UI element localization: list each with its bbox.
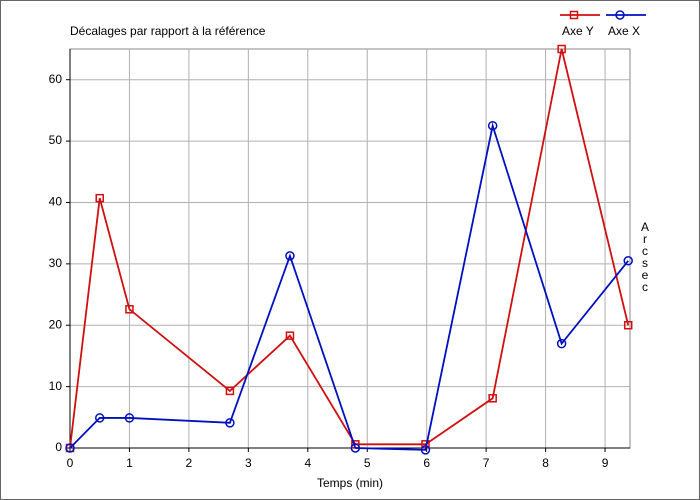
data-point (285, 251, 295, 261)
x-tick-label: 5 (364, 456, 371, 470)
legend-marker (569, 10, 579, 20)
plot-area (69, 48, 631, 449)
y-tick-label: 50 (49, 133, 63, 147)
data-point (285, 331, 295, 340)
data-point (95, 193, 104, 203)
data-point (125, 305, 134, 314)
y-axis-label: Arcsec (638, 220, 652, 292)
x-tick-label: 6 (423, 456, 430, 470)
x-tick-label: 7 (483, 456, 490, 470)
legend-label: Axe X (608, 24, 640, 38)
data-point (557, 44, 566, 54)
y-tick-label: 30 (49, 256, 63, 270)
data-point (350, 443, 361, 453)
data-point (94, 413, 105, 423)
x-tick-label: 2 (186, 456, 193, 470)
x-tick-label: 9 (602, 456, 609, 470)
data-point (556, 338, 567, 349)
series-line (69, 122, 629, 451)
x-tick-label: 0 (67, 456, 74, 470)
x-tick-label: 4 (304, 456, 311, 470)
data-point (623, 320, 633, 330)
chart-title: Décalages par rapport à la référence (70, 24, 266, 38)
data-point (487, 120, 498, 131)
data-point (420, 445, 431, 455)
data-point (623, 256, 633, 266)
x-axis-label: Temps (min) (317, 476, 383, 490)
x-tick-label: 8 (542, 456, 549, 470)
y-tick-label: 20 (49, 317, 63, 331)
x-tick-label: 3 (245, 456, 252, 470)
legend-marker (615, 10, 625, 20)
data-point (225, 418, 235, 428)
x-tick-label: 1 (126, 456, 133, 470)
y-tick-label: 0 (55, 440, 62, 454)
y-tick-label: 10 (49, 379, 63, 393)
series-line (69, 48, 630, 449)
y-tick-label: 60 (49, 72, 63, 86)
y-tick-label: 40 (49, 195, 63, 209)
data-point (488, 394, 497, 403)
legend-label: Axe Y (562, 24, 594, 38)
data-point (65, 443, 75, 453)
data-point (124, 413, 135, 423)
data-point (225, 386, 235, 396)
